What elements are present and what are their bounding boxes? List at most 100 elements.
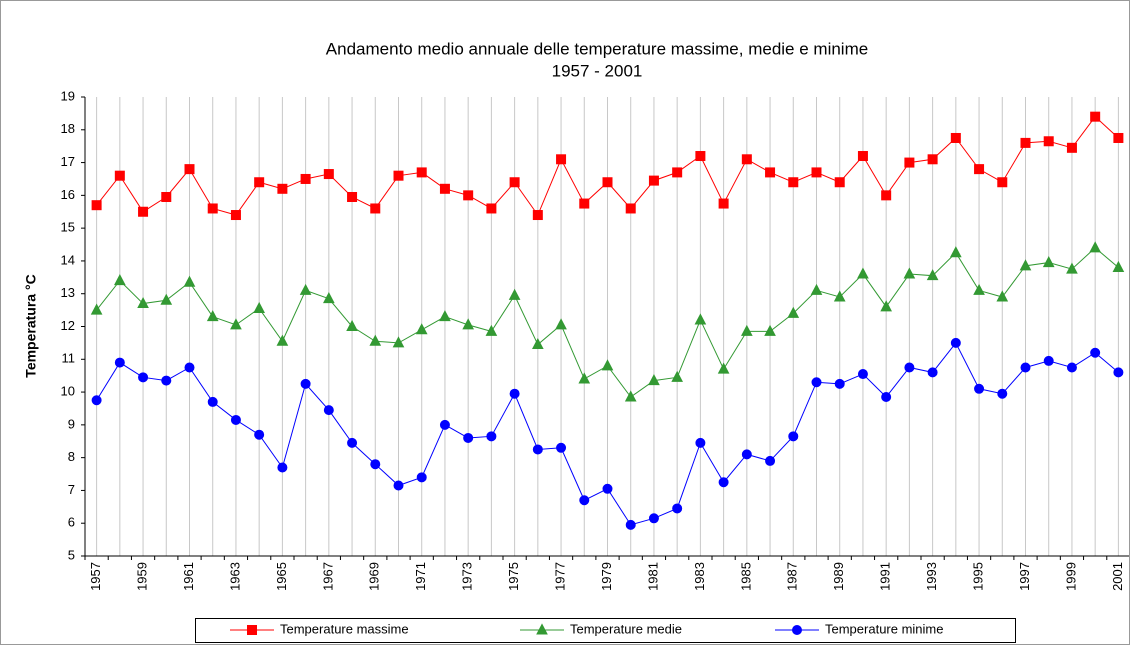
data-point <box>508 288 521 300</box>
x-tick-label: 1957 <box>88 562 103 591</box>
data-point <box>253 301 265 313</box>
data-point <box>463 190 474 201</box>
data-point <box>439 183 450 194</box>
data-point <box>997 388 1008 399</box>
data-point <box>509 177 520 188</box>
data-point <box>207 396 218 407</box>
data-point <box>184 362 195 373</box>
data-point <box>485 324 498 336</box>
data-point <box>462 318 474 330</box>
data-point <box>1042 255 1055 268</box>
y-tick-label: 17 <box>61 154 75 169</box>
data-point <box>857 267 869 279</box>
y-tick-label: 16 <box>61 187 75 202</box>
data-point <box>718 477 729 488</box>
chart-subtitle: 1957 - 2001 <box>552 61 643 80</box>
data-point <box>555 318 567 330</box>
x-tick-label: 1975 <box>506 562 521 591</box>
data-point <box>601 359 614 371</box>
data-point <box>834 177 845 188</box>
data-point <box>416 472 427 483</box>
data-point <box>602 483 613 494</box>
data-point <box>247 625 257 635</box>
legend: Temperature massime Temperature medie Temp… <box>195 618 1016 643</box>
y-tick-label: 18 <box>61 121 75 136</box>
data-point <box>138 372 149 383</box>
data-point <box>973 283 985 295</box>
data-point <box>370 459 381 470</box>
data-point <box>602 177 613 188</box>
data-point <box>903 267 916 279</box>
data-point <box>1113 132 1124 143</box>
x-tick-label: 1993 <box>924 562 939 591</box>
data-point <box>625 519 636 530</box>
data-point <box>393 480 404 491</box>
data-point <box>787 306 800 318</box>
data-point <box>881 190 892 201</box>
data-point <box>810 283 823 295</box>
x-tick-label: 1999 <box>1063 562 1078 591</box>
data-point <box>834 378 845 389</box>
data-point <box>1089 241 1101 253</box>
x-tick-label: 1979 <box>599 562 614 591</box>
data-point <box>277 462 288 473</box>
y-tick-label: 14 <box>61 252 75 267</box>
y-tick-label: 8 <box>68 449 75 464</box>
x-tick-label: 2001 <box>1110 562 1125 591</box>
data-point <box>486 431 497 442</box>
data-point <box>792 625 802 635</box>
data-point <box>1043 355 1054 366</box>
legend-label: Temperature massime <box>280 621 409 636</box>
data-point <box>254 429 265 440</box>
data-point <box>415 323 428 335</box>
data-point <box>346 319 358 331</box>
data-point <box>1066 262 1078 274</box>
data-point <box>648 175 659 186</box>
data-point <box>672 167 683 178</box>
data-point <box>950 337 961 348</box>
x-tick-label: 1981 <box>645 562 660 591</box>
data-point <box>556 154 567 165</box>
data-point <box>206 310 219 322</box>
data-point <box>811 377 822 388</box>
x-tick-label: 1969 <box>367 562 382 591</box>
data-point <box>1020 137 1031 148</box>
data-point <box>974 383 985 394</box>
data-point <box>556 442 567 453</box>
data-point <box>536 623 548 635</box>
data-point <box>811 167 822 178</box>
data-point <box>1112 260 1125 272</box>
x-tick-label: 1995 <box>970 562 985 591</box>
data-point <box>857 151 868 162</box>
data-point <box>392 336 405 348</box>
data-point <box>694 313 707 325</box>
y-tick-label: 7 <box>68 482 75 497</box>
data-point <box>741 154 752 165</box>
data-point <box>347 191 358 202</box>
data-point <box>300 378 311 389</box>
y-tick-label: 19 <box>61 88 75 103</box>
data-point <box>718 198 729 209</box>
data-point <box>625 203 636 214</box>
data-point <box>1066 362 1077 373</box>
data-point <box>137 296 149 309</box>
data-point <box>160 293 173 305</box>
data-point <box>927 154 938 165</box>
data-point <box>347 437 358 448</box>
legend-box <box>195 618 1016 643</box>
data-point <box>370 203 381 214</box>
data-point <box>904 157 915 168</box>
data-point <box>671 370 683 382</box>
data-point <box>1043 136 1054 147</box>
data-point <box>416 167 427 178</box>
data-point <box>230 210 241 221</box>
data-point <box>1020 362 1031 373</box>
x-tick-label: 1967 <box>320 562 335 591</box>
y-tick-label: 10 <box>61 384 75 399</box>
x-tick-label: 1987 <box>785 562 800 591</box>
data-point <box>950 246 962 258</box>
data-point <box>91 395 102 406</box>
data-point <box>254 177 265 188</box>
x-tick-label: 1959 <box>134 562 149 591</box>
y-tick-label: 13 <box>61 285 75 300</box>
